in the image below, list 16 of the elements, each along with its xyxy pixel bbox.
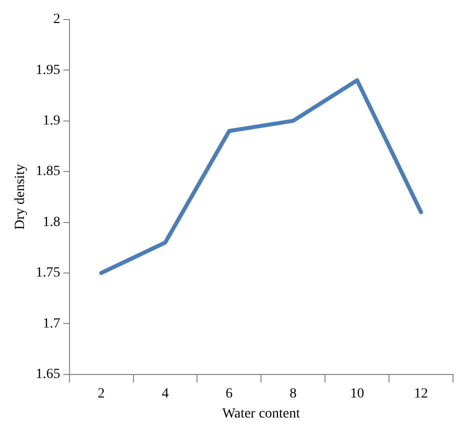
y-tick-label: 1.9 [42, 114, 60, 128]
y-tick-label: 2 [53, 12, 60, 28]
y-tick-label: 1.85 [36, 164, 60, 180]
y-tick-label: 1.65 [36, 367, 60, 382]
x-tick-label: 4 [162, 386, 169, 402]
x-tick-label: 12 [414, 386, 428, 402]
y-tick-label: 1.75 [36, 266, 60, 281]
x-tick-label: 10 [350, 386, 364, 402]
x-tick-label: 6 [226, 386, 233, 402]
x-tick-label: 8 [290, 386, 297, 402]
x-axis-title: Water content [222, 406, 300, 422]
y-tick-label: 1.7 [42, 316, 60, 332]
x-tick-label: 2 [98, 386, 105, 402]
y-tick-label: 1.8 [42, 214, 60, 230]
y-axis-title: Dry density [13, 164, 28, 230]
y-tick-label: 1.95 [36, 62, 60, 78]
